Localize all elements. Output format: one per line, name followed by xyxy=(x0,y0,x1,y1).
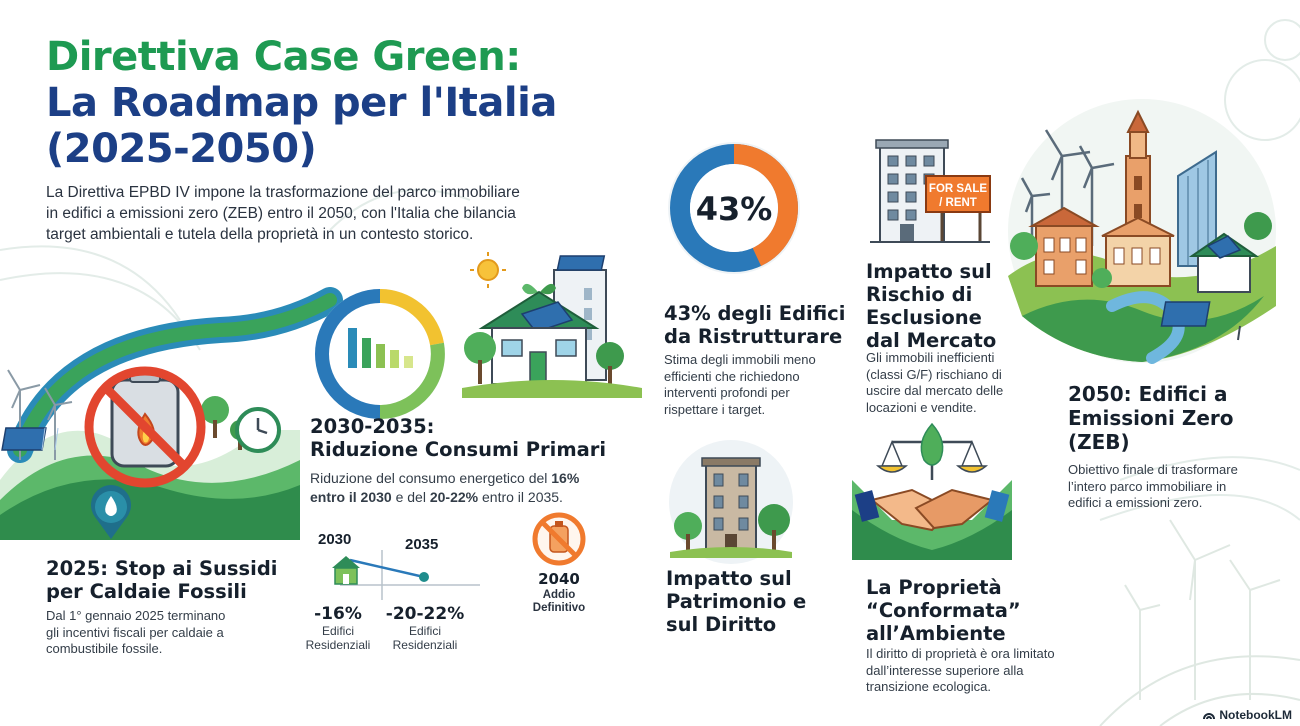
page-title-line-3: (2025-2050) xyxy=(46,126,317,172)
chart-year-2030: 2030 xyxy=(318,531,352,548)
zero-emission-city-illustration xyxy=(1008,99,1276,364)
intro-paragraph: La Direttiva EPBD IV impone la trasforma… xyxy=(46,184,520,243)
mercato-heading: Impatto sul Rischio di Esclusione dal Me… xyxy=(866,260,997,352)
for-sale-sign: FOR SALE / RENT xyxy=(928,183,988,209)
green-house-illustration xyxy=(462,252,642,398)
page-title-line-1: Direttiva Case Green: xyxy=(46,34,521,80)
gas-boiler-ban-icon xyxy=(532,512,586,566)
for-sale-building-illustration xyxy=(870,139,991,243)
reduction-timeline-chart xyxy=(332,550,480,600)
clock-icon xyxy=(235,407,281,453)
donut-center-label: 43% xyxy=(695,190,773,228)
section-43-heading: 43% degli Edifici da Ristrutturare xyxy=(664,302,846,348)
reduction-2035-label: Edifici Residenziali xyxy=(392,624,458,652)
section-43-text: Stima degli immobili meno efficienti che… xyxy=(664,352,816,417)
milestone-2040-label: Addio Definitivo xyxy=(532,589,586,614)
scales-handshake-illustration xyxy=(852,422,1012,560)
left-landscape-illustration xyxy=(0,287,343,540)
boiler-prohibited-icon xyxy=(84,366,206,488)
old-building-illustration xyxy=(669,440,793,564)
reduction-2035-value: -20-22% xyxy=(385,604,465,624)
proprieta-text: Il diritto di proprietà è ora limitato d… xyxy=(866,646,1055,694)
milestone-2040-year: 2040 xyxy=(538,570,580,588)
chart-year-2035: 2035 xyxy=(405,536,439,553)
section-2025-heading: 2025: Stop ai Sussidi per Caldaie Fossil… xyxy=(46,557,278,603)
reduction-2030-value: -16% xyxy=(314,604,362,624)
renovation-share-donut xyxy=(668,142,800,274)
proprieta-heading: La Proprietà “Conformata” all’Ambiente xyxy=(866,576,1021,645)
section-2030-heading: 2030-2035: Riduzione Consumi Primari xyxy=(310,415,607,461)
section-2030-text: Riduzione del consumo energetico del 16%… xyxy=(310,470,580,505)
energy-reduction-gauge-icon xyxy=(314,289,445,419)
mercato-text: Gli immobili inefficienti (classi G/F) r… xyxy=(866,350,1004,415)
page-title-line-2: La Roadmap per l'Italia xyxy=(46,80,557,126)
section-2050-heading: 2050: Edifici a Emissioni Zero (ZEB) xyxy=(1068,382,1234,454)
section-2025-text: Dal 1° gennaio 2025 terminano gli incent… xyxy=(46,608,226,656)
section-2050-text: Obiettivo finale di trasformare l’intero… xyxy=(1068,462,1238,510)
patrimonio-heading: Impatto sul Patrimonio e sul Diritto xyxy=(666,567,807,636)
reduction-2030-label: Edifici Residenziali xyxy=(305,624,371,652)
map-pin-flame-icon xyxy=(91,485,131,539)
house-mini-icon xyxy=(332,556,360,585)
donut-share-arc xyxy=(670,144,798,272)
chart-point-2035 xyxy=(419,572,429,582)
notebooklm-logo-icon xyxy=(1203,713,1216,720)
notebooklm-brand: NotebookLM xyxy=(1203,708,1292,722)
